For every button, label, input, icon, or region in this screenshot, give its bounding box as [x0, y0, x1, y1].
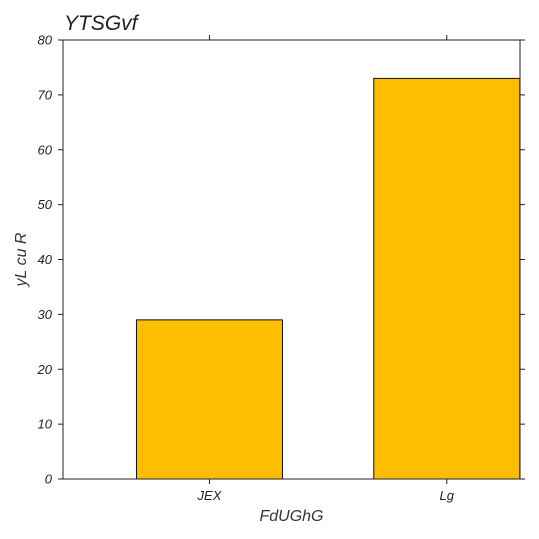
- y-tick-label: 40: [38, 252, 53, 267]
- y-tick-label: 30: [38, 307, 53, 322]
- y-axis: 0 10 20 30 40 50 60 70 80: [37, 33, 525, 487]
- bars-group: [135, 77, 521, 480]
- y-tick-label: 0: [45, 472, 53, 487]
- y-tick-label: 10: [38, 417, 53, 432]
- x-tick-label: JEX: [197, 488, 223, 503]
- y-tick-label: 20: [37, 362, 53, 377]
- x-axis-label: FdUGhG: [259, 508, 323, 525]
- y-tick-label: 80: [38, 33, 53, 48]
- y-tick-label: 70: [38, 87, 53, 102]
- x-axis: JEX Lg: [197, 35, 455, 503]
- y-tick-label: 60: [38, 142, 53, 157]
- plot-frame: [62, 39, 521, 480]
- x-tick-label: Lg: [440, 488, 455, 503]
- y-tick-label: 50: [38, 197, 53, 212]
- y-axis-label: yL cu R: [13, 232, 30, 287]
- bar-jex: [135, 319, 283, 480]
- bar-lg: [373, 77, 521, 480]
- chart-title: YTSGvf: [64, 12, 140, 35]
